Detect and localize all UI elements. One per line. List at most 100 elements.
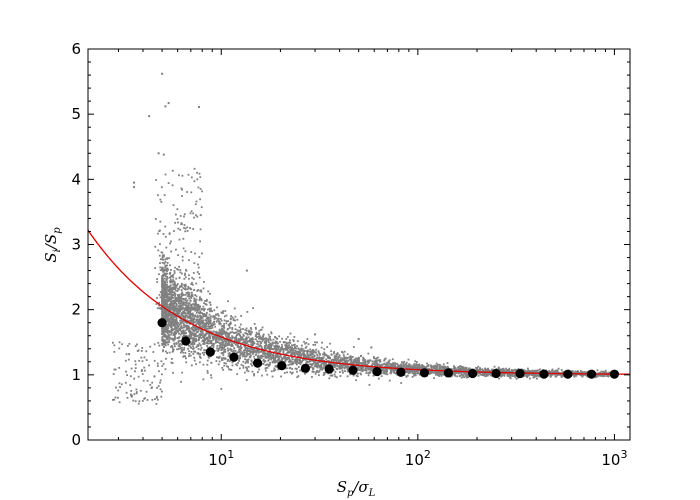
source-point — [475, 366, 477, 369]
source-point — [224, 342, 227, 345]
source-point — [179, 315, 182, 318]
source-point — [442, 373, 445, 376]
source-point — [312, 371, 315, 373]
source-point — [502, 372, 505, 375]
source-point — [161, 256, 164, 259]
source-point — [312, 362, 315, 365]
source-point — [207, 325, 210, 328]
source-point — [189, 309, 192, 312]
source-point — [462, 375, 465, 378]
source-point — [174, 318, 177, 321]
source-point — [574, 374, 577, 376]
source-point — [176, 312, 179, 315]
source-point — [199, 314, 201, 317]
source-point — [297, 366, 300, 368]
source-point — [242, 328, 244, 330]
source-point — [250, 363, 252, 365]
source-point — [301, 344, 303, 347]
source-point — [584, 374, 587, 376]
source-point — [429, 368, 432, 371]
source-point — [236, 345, 239, 347]
source-point — [458, 366, 461, 369]
source-point — [389, 368, 392, 371]
source-point — [236, 351, 239, 354]
source-point — [341, 364, 344, 367]
source-point — [238, 333, 241, 336]
source-point — [439, 372, 441, 375]
source-point — [360, 368, 363, 371]
source-point — [514, 373, 517, 376]
source-point — [287, 341, 290, 344]
source-point — [306, 338, 309, 340]
source-point — [210, 339, 213, 342]
source-point — [217, 332, 219, 335]
source-point — [296, 376, 299, 379]
source-point — [341, 359, 343, 362]
source-point — [301, 350, 303, 352]
source-point — [204, 339, 206, 342]
source-point — [385, 364, 388, 367]
source-point — [370, 369, 373, 372]
source-point — [421, 366, 424, 368]
source-point — [213, 337, 216, 340]
source-point — [258, 345, 261, 348]
source-point — [376, 364, 379, 367]
source-point — [205, 325, 208, 328]
source-point — [299, 355, 302, 358]
source-point — [165, 325, 168, 328]
source-point — [165, 299, 167, 301]
source-point — [168, 339, 171, 341]
source-point — [242, 364, 245, 367]
source-point — [369, 368, 372, 371]
source-point — [163, 331, 166, 334]
source-point — [221, 327, 223, 330]
source-point — [349, 361, 352, 364]
source-point — [249, 333, 252, 336]
source-point — [268, 345, 271, 348]
source-point — [199, 318, 202, 321]
source-point — [164, 336, 167, 339]
source-point — [403, 364, 406, 366]
source-point — [273, 360, 276, 363]
source-point — [453, 373, 455, 375]
source-point — [216, 344, 219, 347]
source-point — [173, 286, 175, 289]
source-point — [164, 285, 167, 287]
source-point — [168, 293, 170, 296]
source-point — [318, 357, 320, 360]
source-point — [511, 373, 514, 375]
source-point — [239, 344, 242, 347]
source-point — [316, 362, 318, 365]
source-point — [278, 345, 281, 348]
source-point — [506, 374, 509, 377]
source-point — [205, 300, 208, 303]
source-point — [227, 358, 230, 361]
source-point — [209, 319, 212, 322]
source-point — [163, 281, 166, 284]
source-point — [371, 363, 374, 366]
source-point — [336, 376, 338, 379]
source-point — [549, 371, 552, 374]
source-point — [162, 349, 164, 352]
source-point — [229, 344, 232, 347]
source-point — [174, 288, 177, 290]
source-point — [198, 322, 201, 325]
source-point — [216, 335, 219, 338]
source-point — [403, 360, 406, 363]
source-point — [268, 349, 271, 352]
source-point — [368, 361, 370, 363]
source-point — [261, 374, 263, 377]
source-point — [251, 342, 254, 345]
source-point — [289, 345, 292, 348]
source-point — [515, 377, 518, 380]
source-point — [453, 374, 456, 376]
source-point — [225, 320, 228, 323]
source-point — [222, 347, 225, 350]
source-point — [175, 298, 178, 301]
source-point — [344, 366, 346, 369]
source-point — [272, 361, 275, 363]
source-point — [281, 346, 284, 348]
source-point — [257, 350, 260, 352]
source-point — [272, 338, 275, 341]
source-point — [408, 371, 411, 374]
